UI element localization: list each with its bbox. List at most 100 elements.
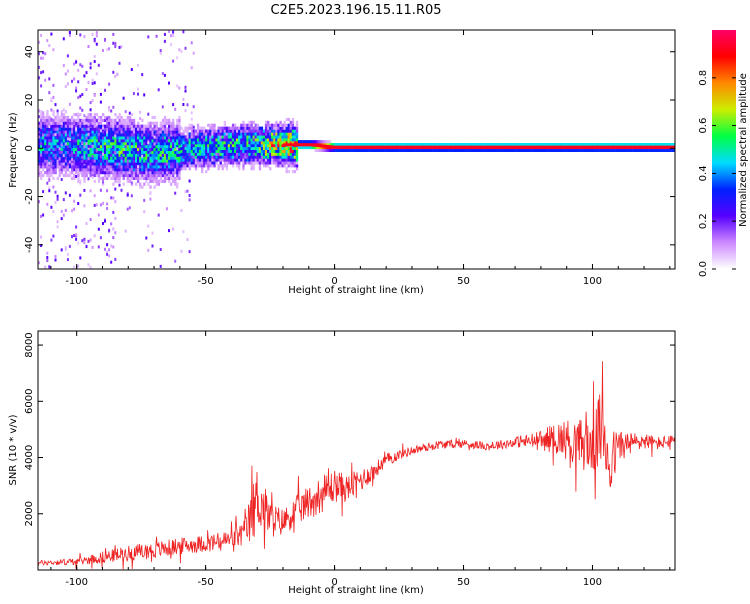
heatmap-cell <box>654 148 658 152</box>
heatmap-cell <box>295 164 299 168</box>
heatmap-cell <box>390 148 394 152</box>
heatmap-cell <box>671 148 674 152</box>
heatmap-cell <box>145 147 148 151</box>
heatmap-cell <box>141 144 144 149</box>
heatmap-cell <box>71 158 73 162</box>
heatmap-cell <box>258 135 262 139</box>
heatmap-cell <box>58 157 61 161</box>
heatmap-cell <box>285 152 288 156</box>
heatmap-cell <box>262 138 266 142</box>
heatmap-cell <box>145 124 148 128</box>
heatmap-cell <box>287 152 290 156</box>
heatmap-cell <box>149 197 152 201</box>
colorbar-tick-label: 0.0 <box>698 261 709 277</box>
heatmap-cell <box>79 142 82 146</box>
heatmap-cell <box>126 179 129 183</box>
heatmap-cell <box>178 150 181 154</box>
heatmap-cell <box>132 162 136 166</box>
heatmap-cell <box>654 143 658 147</box>
heatmap-cell <box>188 123 191 127</box>
heatmap-cell <box>81 136 84 140</box>
heatmap-cell <box>397 148 400 152</box>
heatmap-cell <box>211 129 214 133</box>
heatmap-cell <box>209 164 212 168</box>
heatmap-cell <box>188 138 191 142</box>
heatmap-cell <box>671 143 674 147</box>
heatmap-cell <box>46 124 49 128</box>
heatmap-cell <box>48 153 51 157</box>
heatmap-cell <box>178 115 181 120</box>
heatmap-cell <box>184 164 187 168</box>
heatmap-cell <box>83 136 86 140</box>
heatmap-cell <box>642 143 645 147</box>
heatmap-cell <box>99 155 102 159</box>
heatmap-cell <box>269 126 272 130</box>
heatmap-cell <box>190 141 193 145</box>
heatmap-cell <box>264 132 268 136</box>
heatmap-cell <box>203 161 206 165</box>
heatmap-cell <box>172 153 175 157</box>
heatmap-cell <box>71 115 74 120</box>
heatmap-cell <box>234 161 237 165</box>
heatmap-cell <box>126 127 129 131</box>
heatmap-cell <box>81 133 84 137</box>
heatmap-cell <box>124 130 127 134</box>
heatmap-cell <box>333 148 336 152</box>
heatmap-cell <box>46 139 49 143</box>
heatmap-cell <box>153 150 156 154</box>
heatmap-cell <box>256 158 259 162</box>
heatmap-cell <box>450 148 453 152</box>
heatmap-cell <box>128 144 132 149</box>
heatmap-cell <box>143 176 146 180</box>
heatmap-cell <box>161 147 165 151</box>
heatmap-cell <box>77 168 80 172</box>
heatmap-cell <box>174 259 177 263</box>
heatmap-cell <box>283 120 286 124</box>
heatmap-cell <box>603 143 606 147</box>
heatmap-cell <box>215 138 218 142</box>
heatmap-cell <box>99 171 103 175</box>
heatmap-cell <box>155 130 158 134</box>
heatmap-cell <box>122 118 125 122</box>
heatmap-cell <box>219 138 222 142</box>
heatmap-cell <box>458 148 462 152</box>
heatmap-cell <box>143 210 146 214</box>
heatmap-cell <box>186 132 189 136</box>
heatmap-cell <box>159 170 162 174</box>
heatmap-cell <box>99 92 102 96</box>
heatmap-cell <box>116 124 119 128</box>
heatmap-cell <box>580 143 583 147</box>
heatmap-cell <box>394 143 398 147</box>
heatmap-cell <box>60 147 63 151</box>
heatmap-cell <box>42 113 45 117</box>
heatmap-cell <box>184 135 187 139</box>
heatmap-cell <box>62 127 66 131</box>
spectrogram-x-ticks: -100 -50 0 50 100 <box>50 30 671 287</box>
heatmap-cell <box>104 88 106 92</box>
heatmap-cell <box>56 118 59 122</box>
heatmap-cell <box>112 105 115 109</box>
heatmap-cell <box>172 159 175 163</box>
heatmap-cell <box>192 138 195 142</box>
heatmap-cell <box>79 124 82 128</box>
heatmap-cell <box>89 238 92 242</box>
heatmap-cell <box>118 162 121 166</box>
heatmap-cell <box>194 141 198 145</box>
heatmap-cell <box>186 143 189 148</box>
heatmap-cell <box>60 156 63 160</box>
heatmap-cell <box>106 121 109 125</box>
heatmap-cell <box>83 237 86 241</box>
heatmap-cell <box>110 127 113 131</box>
heatmap-cell <box>516 148 519 152</box>
heatmap-cell <box>248 141 251 145</box>
heatmap-cell <box>386 143 389 147</box>
heatmap-cell <box>483 143 486 147</box>
heatmap-cell <box>656 143 660 147</box>
heatmap-cell <box>68 153 72 157</box>
heatmap-cell <box>71 139 74 143</box>
heatmap-cell <box>102 182 105 186</box>
heatmap-cell <box>99 159 103 163</box>
heatmap-cell <box>89 156 92 160</box>
heatmap-cell <box>161 159 165 163</box>
heatmap-cell <box>95 31 98 35</box>
